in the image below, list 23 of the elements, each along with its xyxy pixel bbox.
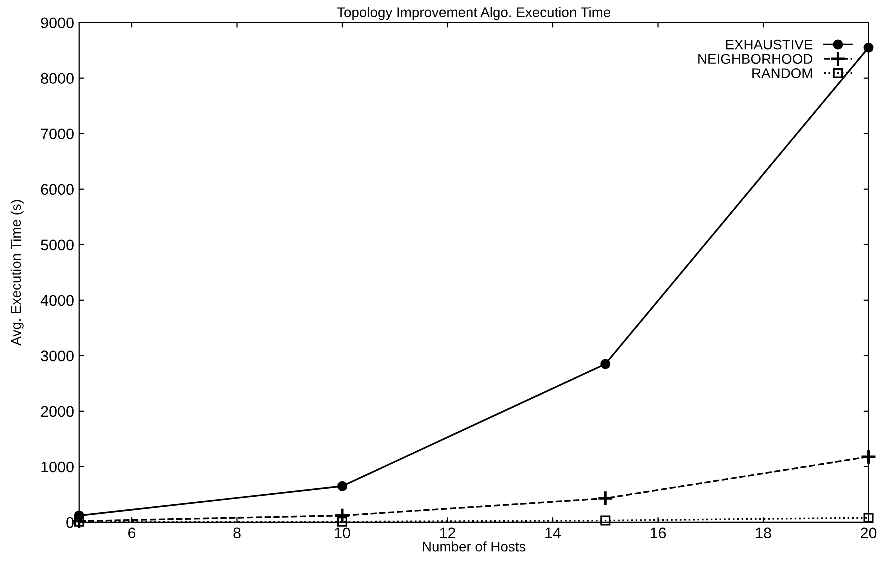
x-tick-label: 10 <box>335 528 350 539</box>
y-tick-label: 3000 <box>41 350 74 362</box>
x-tick-label: 14 <box>546 528 562 538</box>
y-tick-label: 5000 <box>41 240 74 251</box>
x-axis-title: Number of Hosts <box>423 542 526 552</box>
chart-title: Topology Improvement Algo. Execution Time <box>337 7 610 20</box>
y-tick-label: 2000 <box>41 406 74 418</box>
legend-label: NEIGHBORHOOD <box>698 54 813 64</box>
x-tick-label: 8 <box>234 528 241 539</box>
y-tick-label: 8000 <box>41 73 74 84</box>
y-tick-label: 6000 <box>41 184 74 196</box>
x-tick-label: 16 <box>650 528 666 539</box>
x-tick-label: 18 <box>756 528 772 539</box>
x-tick-label: 12 <box>440 528 456 538</box>
y-tick-label: 9000 <box>41 18 74 29</box>
legend-label: EXHAUSTIVE <box>726 40 813 50</box>
legend-label: RANDOM <box>752 68 812 78</box>
y-tick-label: 7000 <box>41 128 74 140</box>
x-tick-label: 20 <box>861 528 877 539</box>
y-axis-title: Avg. Execution Time (s) <box>10 200 24 346</box>
y-tick-label: 4000 <box>40 295 74 306</box>
x-tick-label: 6 <box>128 528 136 539</box>
y-tick-label: 1000 <box>42 462 74 473</box>
